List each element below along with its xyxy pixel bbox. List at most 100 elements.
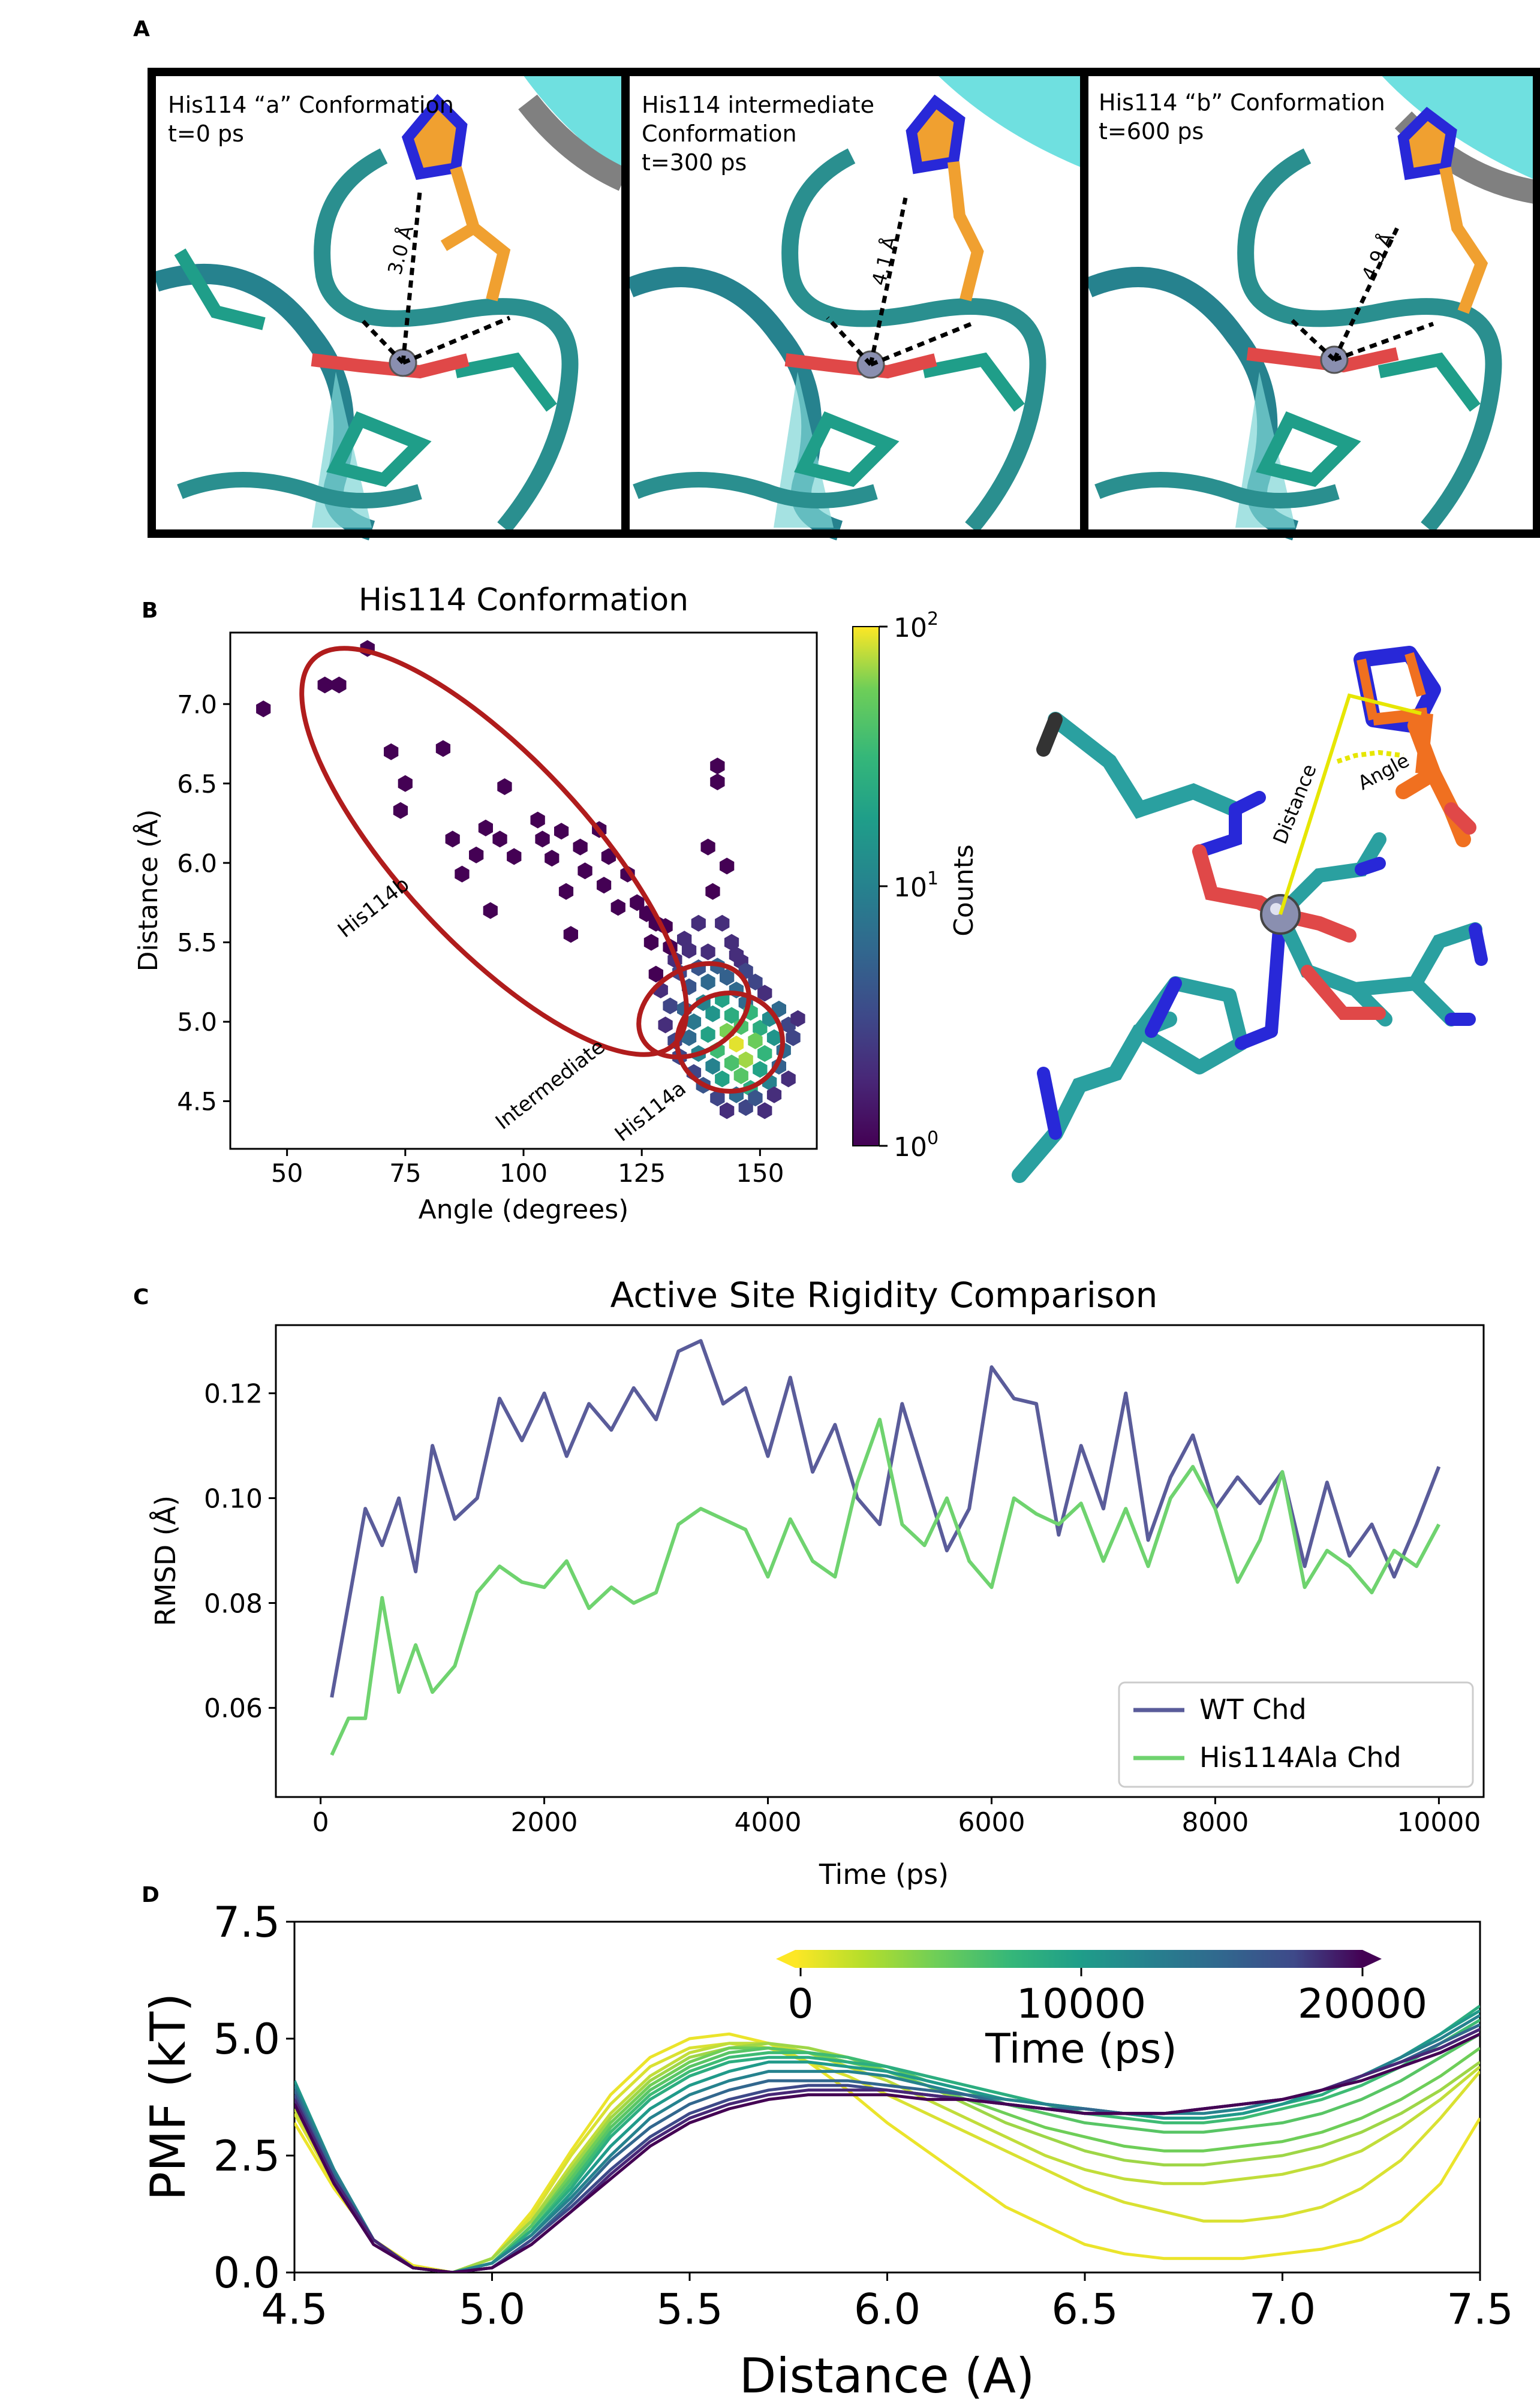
ellipse-his114a [675,991,785,1094]
hexbin-cell [630,894,645,911]
panel-letter-a: A [133,17,150,41]
hexbin-cell [757,1045,772,1062]
y-tick-label: 0.06 [204,1693,263,1724]
hexbin-cell [766,1029,782,1046]
hexbin-cell [573,838,588,856]
chart-b-title: His114 Conformation [359,582,688,618]
y-tick-label: 0.12 [204,1379,263,1410]
y-tick-label: 5.5 [177,928,217,958]
hexbin-cell [455,865,470,883]
hexbin-cell [384,743,399,760]
pmf-curve [294,2032,1480,2272]
image-b-caption-line2: t=600 ps [1099,118,1204,145]
hexbin-cell [753,1061,768,1078]
hexbin-cell [710,1089,725,1107]
chart-b-plot-area [229,631,818,1150]
colorbar-d-tick-20000: 20000 [1298,1980,1427,2028]
x-tick-label: 5.0 [459,2284,525,2334]
hexbin-cell [597,877,612,894]
legend-label-wt: WT Chd [1199,1693,1307,1726]
y-tick-label: 4.5 [177,1087,217,1116]
hexbin-cell [720,968,735,986]
hexbin-cell [700,1026,715,1043]
hexbin-cell [578,862,592,880]
hexbin-cell [648,965,663,983]
panel-letter-c: C [133,1285,149,1310]
y-tick-label: 7.5 [213,1898,280,1947]
chart-c-xlabel: Time (ps) [819,1858,949,1891]
chart-d-plot-area [293,1921,1481,2274]
hexbin-cell [483,902,498,919]
chart-b-axes: 50 75 100 125 150 4.5 5.0 5.5 6.0 6.5 7.0 [177,690,784,1188]
panel-letter-d: D [142,1883,160,1907]
x-tick-label: 6.5 [1051,2284,1118,2334]
legend-label-his114ala: His114Ala Chd [1199,1741,1401,1774]
hexbin-cell [507,848,522,865]
hexbin-cell [681,1029,697,1046]
hexbin-cell [757,985,772,1002]
hexbin-cell [729,946,744,964]
chart-d-axes: 4.5 5.0 5.5 6.0 6.5 7.0 7.5 0.0 2.5 5.0 7.5 [213,1898,1514,2334]
chart-c-axes: 0 2000 4000 6000 8000 10000 0.06 0.08 0.10 0.12 [204,1379,1481,1838]
chart-b-ellipses [299,646,785,1094]
hexbin-cell [720,857,735,875]
hexbin-cell [317,676,332,694]
x-tick-label: 6000 [958,1807,1025,1838]
colorbar-d-label: Time (ps) [985,2025,1177,2073]
y-tick-label: 6.0 [177,848,217,878]
chart-c-legend [1118,1681,1474,1788]
colorbar-d-tick-0: 0 [787,1980,813,2028]
hexbin-cell [610,899,625,916]
hexbin-cell [724,1007,739,1024]
hexbin-cell [790,1010,805,1027]
y-tick-label: 7.0 [177,690,217,719]
hexbin-cell [700,973,715,991]
hexbin-cell [715,1070,730,1088]
hexbin-cell [256,700,271,718]
x-tick-label: 7.0 [1249,2284,1316,2334]
hexbin-cell [748,973,763,991]
hexbin-cell [478,819,493,836]
hexbin-cell [535,830,550,848]
image-intermediate-caption-line3: t=300 ps [642,149,747,176]
x-tick-label: 2000 [511,1807,578,1838]
hexbin-cell [332,676,347,694]
hexbin-cell [643,934,659,951]
hexbin-cell [393,802,408,819]
molecule-inset [1012,646,1488,1183]
hexbin-cell [545,850,560,867]
chart-d-colorbar [776,1950,1382,1976]
x-tick-label: 8000 [1181,1807,1249,1838]
x-tick-label: 4.5 [261,2284,327,2334]
hexbin-cell [705,883,720,900]
structure-image-intermediate-conformation [621,68,1088,541]
hexbin-cell [445,830,460,848]
y-tick-label: 0.08 [204,1588,263,1619]
hexbin-cell [554,823,569,840]
series-line-his114ala-chd [330,1417,1441,1756]
x-tick-label: 125 [618,1158,666,1188]
hexbin-cell [658,1016,673,1034]
hexbin-cell [705,1005,720,1022]
colorbar-b-tick-top: 102 [894,609,939,643]
hexbin-cell [781,1070,796,1088]
image-intermediate-caption-line2: Conformation [642,121,797,147]
panel-letter-b: B [142,598,158,623]
hexbin-cell [601,848,616,865]
colorbar-b-tick-bottom: 100 [894,1128,939,1163]
x-tick-label: 10000 [1397,1807,1481,1838]
hexbin-cell [492,830,507,848]
chart-c-ylabel: RMSD (Å) [149,1495,182,1626]
hexbin-cell [748,1032,763,1049]
hexbin-cell [724,1054,739,1071]
hexbin-cell [733,1067,748,1085]
image-intermediate-caption-line1: His114 intermediate [642,92,874,118]
hexbin-cell [663,997,678,1015]
hexbin-cell [686,1013,702,1031]
hexbin-cell [753,1019,768,1037]
y-tick-label: 0.10 [204,1483,263,1514]
x-tick-label: 150 [736,1158,784,1188]
x-tick-label: 100 [500,1158,548,1188]
molecule-distance-label: Distance [1268,761,1321,847]
x-tick-label: 6.0 [854,2284,921,2334]
